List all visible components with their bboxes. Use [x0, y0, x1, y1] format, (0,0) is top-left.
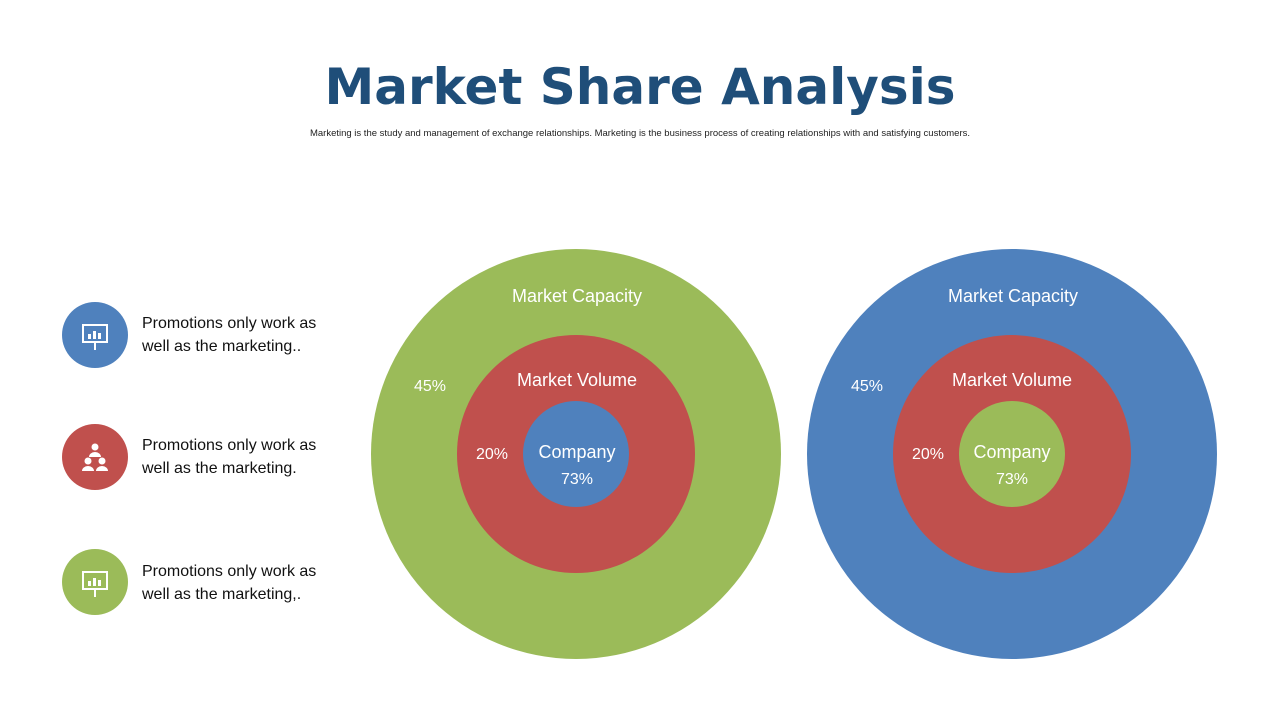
- inner-value: 73%: [996, 471, 1028, 488]
- inner-label: Company: [973, 442, 1050, 462]
- outer-value: 45%: [414, 378, 446, 395]
- middle-value: 20%: [476, 446, 508, 463]
- inner-value: 73%: [561, 471, 593, 488]
- item-text: Promotions only work as well as the mark…: [142, 563, 317, 603]
- title: Market Share Analysis: [324, 58, 956, 116]
- inner-label: Company: [538, 442, 615, 462]
- middle-label: Market Volume: [952, 370, 1072, 390]
- inner-circle: [959, 401, 1065, 507]
- outer-value: 45%: [851, 378, 883, 395]
- middle-value: 20%: [912, 446, 944, 463]
- item-text: Promotions only work as well as the mark…: [142, 437, 317, 477]
- inner-circle: [523, 401, 629, 507]
- item-text: Promotions only work as well as the mark…: [142, 315, 317, 355]
- outer-label: Market Capacity: [948, 286, 1078, 306]
- outer-label: Market Capacity: [512, 286, 642, 306]
- middle-label: Market Volume: [517, 370, 637, 390]
- item-icon: [62, 424, 128, 490]
- subtitle: Marketing is the study and management of…: [309, 128, 971, 139]
- item-icon: [62, 302, 128, 368]
- item-icon: [62, 549, 128, 615]
